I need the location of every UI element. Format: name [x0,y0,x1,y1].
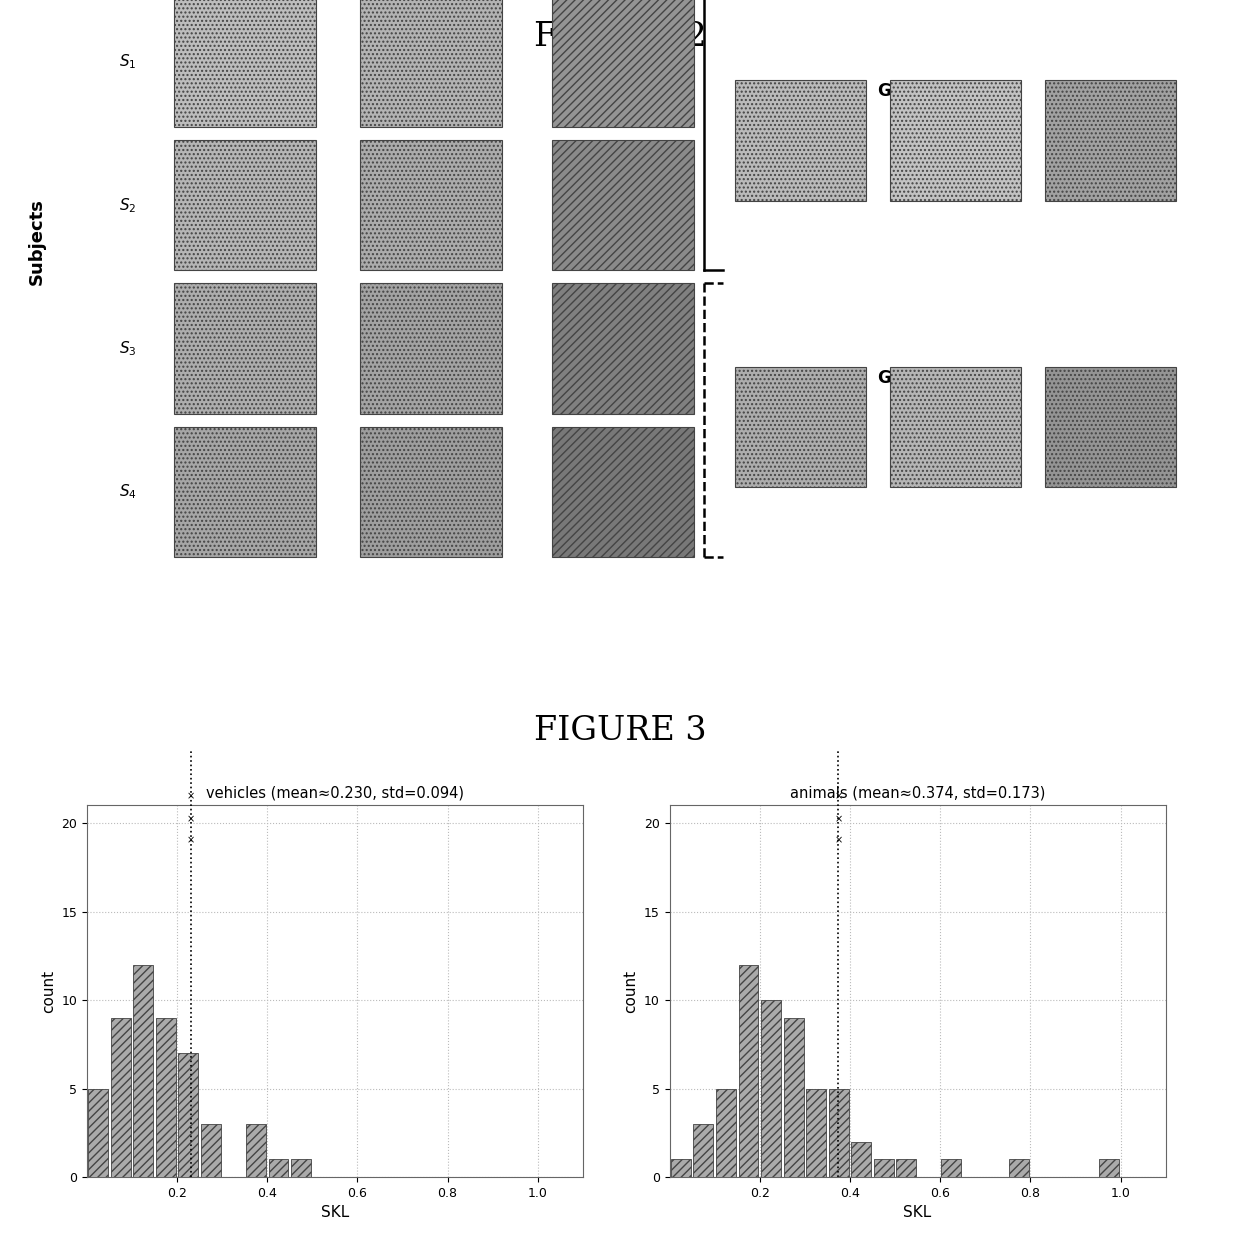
Bar [735,367,866,487]
Bar [201,1124,221,1177]
Bar [715,1089,735,1177]
Bar [693,1124,713,1177]
Bar [179,1053,198,1177]
Bar [360,284,502,414]
Text: ×: × [186,814,195,824]
Bar [671,1160,691,1177]
Bar [269,1160,289,1177]
Bar [890,367,1021,487]
Bar [739,965,759,1177]
Bar [552,284,694,414]
Text: ×: × [186,792,195,802]
Bar [890,81,1021,201]
Text: $S_1$: $S_1$ [119,52,136,71]
Bar [761,1000,781,1177]
Bar [174,140,316,270]
Y-axis label: count: count [41,970,56,1012]
Bar [110,1017,130,1177]
Bar [1045,367,1176,487]
Text: ×: × [835,814,842,824]
Text: ×: × [835,792,842,802]
Bar [828,1089,848,1177]
Bar [735,81,866,201]
Text: $S_2$: $S_2$ [119,196,136,214]
Bar [133,965,153,1177]
Bar [1009,1160,1029,1177]
Bar [174,426,316,558]
Bar [1045,81,1176,201]
Bar [291,1160,311,1177]
Bar [174,284,316,414]
Text: Group 2: Group 2 [878,369,952,387]
Text: $S_3$: $S_3$ [119,339,136,358]
Bar [246,1124,265,1177]
Bar [552,426,694,558]
Bar [156,1017,176,1177]
Text: ×: × [835,836,842,846]
Bar [784,1017,804,1177]
Bar [360,426,502,558]
Text: $S_4$: $S_4$ [119,482,136,502]
Bar [852,1141,872,1177]
Bar [552,0,694,128]
Title: vehicles (mean≈0.230, std=0.094): vehicles (mean≈0.230, std=0.094) [206,786,464,800]
Bar [874,1160,894,1177]
X-axis label: SKL: SKL [904,1206,931,1220]
Bar [1100,1160,1120,1177]
Text: FIGURE 2: FIGURE 2 [533,21,707,53]
Bar [88,1089,108,1177]
Text: ×: × [186,836,195,846]
Bar [941,1160,961,1177]
Bar [552,140,694,270]
Y-axis label: count: count [624,970,639,1012]
Bar [360,140,502,270]
Text: Group 1: Group 1 [878,82,952,100]
Text: Subjects: Subjects [29,198,46,285]
Text: FIGURE 3: FIGURE 3 [533,715,707,747]
X-axis label: SKL: SKL [321,1206,348,1220]
Bar [897,1160,916,1177]
Title: animals (mean≈0.374, std=0.173): animals (mean≈0.374, std=0.173) [790,786,1045,800]
Bar [174,0,316,128]
Bar [360,0,502,128]
Bar [806,1089,826,1177]
